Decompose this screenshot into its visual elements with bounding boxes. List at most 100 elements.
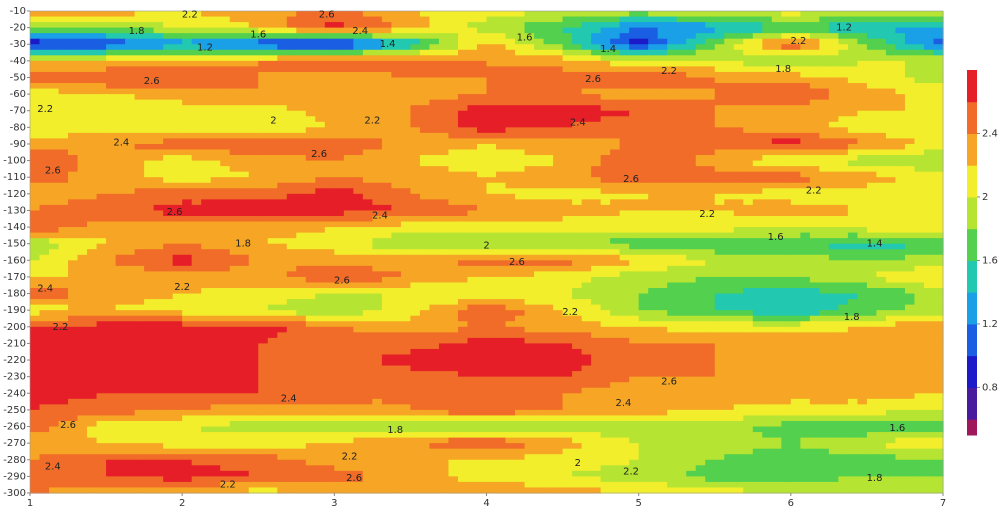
contour-cell: [77, 265, 88, 272]
contour-cell: [39, 177, 50, 184]
contour-cell: [191, 132, 202, 140]
contour-cell: [248, 33, 259, 40]
contour-cell: [866, 260, 878, 267]
contour-cell: [267, 188, 278, 195]
contour-cell: [448, 149, 459, 156]
contour-cell: [201, 199, 212, 206]
contour-cell: [752, 94, 763, 101]
contour-cell: [448, 66, 459, 73]
contour-cell: [305, 71, 316, 79]
contour-cell: [296, 132, 307, 140]
contour-cell: [809, 193, 820, 200]
contour-cell: [400, 22, 412, 29]
contour-cell: [771, 243, 782, 250]
contour-cell: [771, 49, 782, 56]
contour-cell: [619, 143, 630, 151]
contour-cell: [581, 83, 592, 90]
contour-cell: [334, 132, 345, 140]
contour-cell: [286, 138, 297, 145]
contour-cell: [743, 232, 754, 239]
contour-cell: [619, 265, 630, 272]
contour-cell: [381, 249, 392, 256]
contour-cell: [305, 132, 316, 140]
contour-cell: [372, 44, 383, 51]
contour-cell: [619, 160, 630, 167]
contour-cell: [476, 55, 488, 62]
contour-cell: [828, 22, 839, 29]
contour-cell: [210, 138, 221, 145]
contour-cell: [676, 55, 687, 62]
contour-cell: [496, 77, 507, 84]
contour-cell: [591, 22, 602, 29]
contour-cell: [695, 138, 706, 145]
contour-cell: [695, 276, 706, 284]
contour-cell: [315, 282, 326, 289]
contour-cell: [648, 249, 659, 256]
contour-cell: [752, 160, 763, 167]
contour-cell: [400, 132, 412, 140]
contour-cell: [752, 271, 763, 278]
contour-cell: [800, 221, 811, 228]
contour-cell: [201, 249, 212, 256]
contour-cell: [144, 71, 155, 79]
contour-cell: [876, 105, 887, 112]
contour-cell: [58, 94, 69, 101]
contour-cell: [895, 265, 906, 272]
contour-cell: [496, 149, 507, 156]
contour-cell: [790, 166, 801, 173]
contour-cell: [638, 83, 649, 90]
contour-cell: [172, 177, 183, 184]
contour-cell: [201, 83, 212, 90]
contour-cell: [210, 38, 221, 45]
contour-cell: [87, 143, 98, 151]
contour-cell: [201, 155, 212, 162]
contour-cell: [904, 238, 916, 245]
contour-cell: [296, 304, 307, 311]
contour-cell: [115, 71, 126, 79]
contour-cell: [96, 160, 107, 167]
contour-cell: [315, 11, 326, 18]
contour-cell: [106, 110, 117, 117]
contour-cell: [914, 83, 925, 90]
contour-cell: [267, 260, 278, 267]
contour-cell: [343, 149, 354, 156]
contour-cell: [904, 182, 916, 189]
contour-cell: [847, 49, 859, 56]
contour-cell: [543, 166, 554, 173]
contour-cell: [543, 88, 554, 95]
contour-cell: [648, 166, 659, 173]
contour-cell: [876, 49, 887, 56]
contour-cell: [210, 199, 221, 206]
contour-cell: [334, 265, 345, 272]
contour-cell: [591, 88, 602, 95]
contour-cell: [534, 66, 545, 73]
contour-cell: [610, 94, 621, 101]
contour-cell: [96, 105, 107, 112]
contour-cell: [562, 215, 573, 223]
contour-cell: [505, 254, 516, 261]
contour-cell: [106, 127, 117, 134]
contour-cell: [724, 116, 735, 123]
contour-cell: [790, 143, 801, 151]
contour-cell: [467, 116, 478, 123]
contour-cell: [686, 260, 697, 267]
contour-cell: [305, 60, 316, 68]
contour-cell: [220, 132, 231, 140]
contour-cell: [191, 83, 202, 90]
contour-cell: [562, 249, 573, 256]
contour-cell: [657, 232, 668, 239]
contour-cell: [838, 265, 849, 272]
contour-cell: [391, 204, 402, 212]
contour-cell: [638, 282, 649, 289]
contour-cell: [743, 44, 754, 51]
contour-cell: [562, 227, 573, 234]
contour-cell: [676, 215, 687, 223]
contour-cell: [248, 210, 259, 217]
contour-cell: [115, 193, 126, 200]
contour-cell: [486, 71, 497, 79]
contour-cell: [705, 110, 716, 117]
contour-cell: [467, 110, 478, 117]
contour-cell: [847, 149, 859, 156]
contour-cell: [486, 121, 497, 128]
contour-cell: [515, 99, 526, 106]
